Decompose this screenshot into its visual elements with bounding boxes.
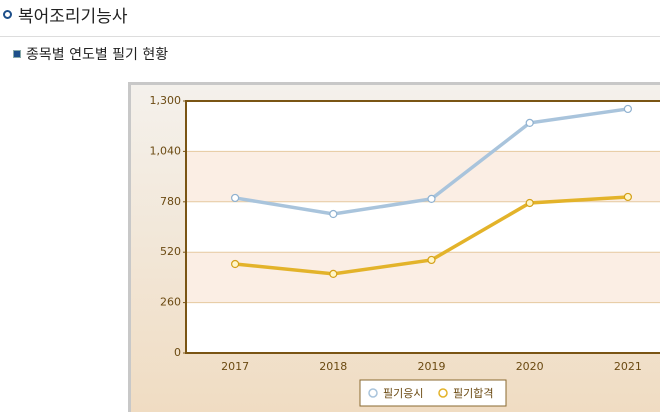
legend-box [359,379,507,407]
data-point [427,255,436,265]
x-tick-label: 2020 [516,360,544,373]
y-tick-label: 520 [160,245,181,258]
plot-area [186,101,660,353]
data-point [231,259,240,269]
x-tick-label: 2021 [614,360,642,373]
y-tick-label: 0 [174,346,181,359]
plot-border [185,100,660,354]
legend-marker [438,388,448,398]
data-point [427,194,436,203]
section-title: 종목별 연도별 필기 현황 [26,47,169,63]
title-bullet [3,10,12,19]
data-point [231,193,240,203]
data-point [525,198,534,208]
y-tick-label: 780 [160,195,181,208]
data-point [329,209,338,219]
data-point [329,269,338,279]
y-tick-label: 1,300 [150,94,182,107]
separator [0,36,660,37]
legend: 필기응시 필기합격 [359,379,507,407]
legend-label: 필기합격 [453,387,493,400]
data-point [623,192,633,202]
page-title: 복어조리기능사 [18,7,128,27]
y-tick-label: 1,040 [150,144,182,157]
y-tick-label: 260 [160,296,181,309]
grid-band [186,151,660,202]
x-tick-label: 2018 [319,360,347,373]
data-point [623,104,633,114]
x-tick-label: 2019 [418,360,446,373]
legend-label: 필기응시 [383,387,423,400]
legend-marker [368,388,378,398]
subtitle-bullet [13,50,21,58]
data-point [525,118,534,128]
x-tick-label: 2017 [221,360,249,373]
